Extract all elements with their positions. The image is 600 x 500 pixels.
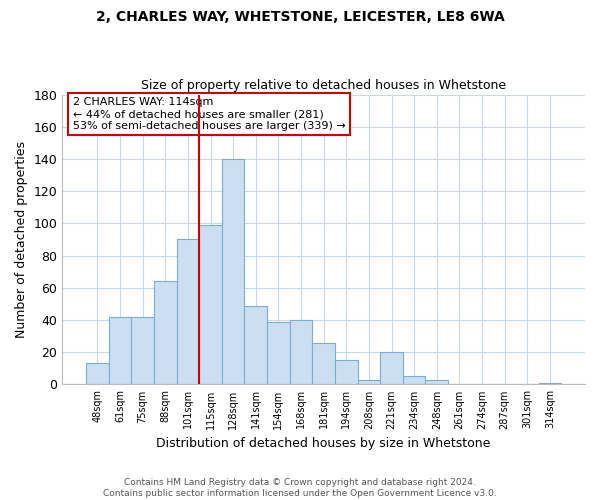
- Bar: [313, 342, 335, 384]
- Bar: [154, 282, 176, 385]
- Text: 2 CHARLES WAY: 114sqm
← 44% of detached houses are smaller (281)
53% of semi-det: 2 CHARLES WAY: 114sqm ← 44% of detached …: [73, 98, 346, 130]
- Bar: [131, 317, 154, 384]
- Bar: [267, 322, 290, 384]
- Bar: [199, 225, 222, 384]
- Bar: [358, 380, 380, 384]
- Bar: [380, 352, 403, 384]
- Bar: [403, 376, 425, 384]
- Bar: [290, 320, 313, 384]
- X-axis label: Distribution of detached houses by size in Whetstone: Distribution of detached houses by size …: [157, 437, 491, 450]
- Text: 2, CHARLES WAY, WHETSTONE, LEICESTER, LE8 6WA: 2, CHARLES WAY, WHETSTONE, LEICESTER, LE…: [95, 10, 505, 24]
- Bar: [244, 306, 267, 384]
- Bar: [109, 317, 131, 384]
- Title: Size of property relative to detached houses in Whetstone: Size of property relative to detached ho…: [141, 79, 506, 92]
- Bar: [335, 360, 358, 384]
- Bar: [176, 240, 199, 384]
- Y-axis label: Number of detached properties: Number of detached properties: [15, 141, 28, 338]
- Bar: [425, 380, 448, 384]
- Text: Contains HM Land Registry data © Crown copyright and database right 2024.
Contai: Contains HM Land Registry data © Crown c…: [103, 478, 497, 498]
- Bar: [222, 159, 244, 384]
- Bar: [539, 383, 561, 384]
- Bar: [86, 364, 109, 384]
